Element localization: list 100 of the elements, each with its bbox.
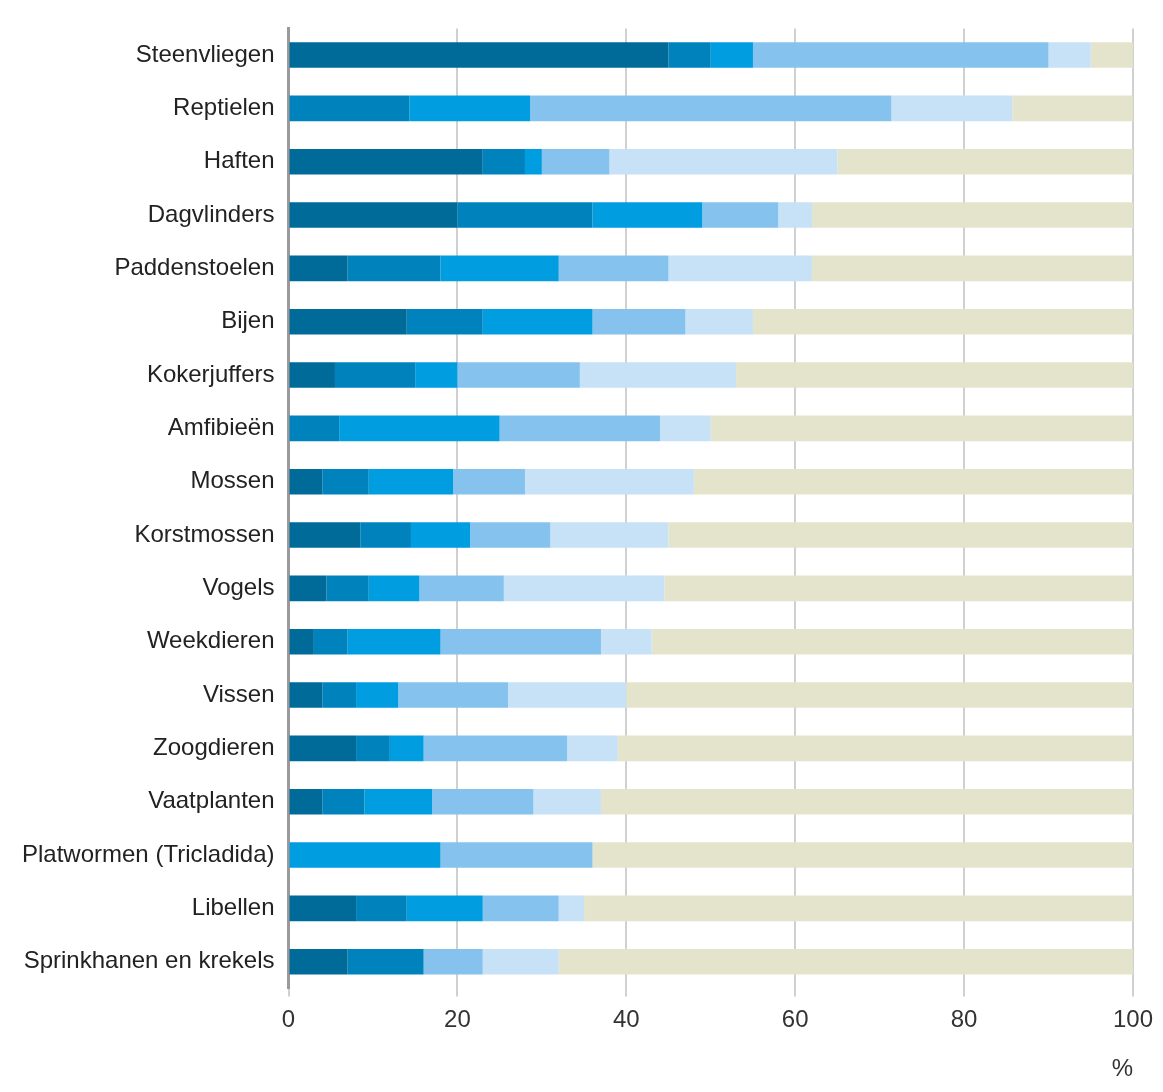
bar	[360, 522, 411, 548]
bar	[592, 202, 703, 228]
y-tick-label: Zoogdieren	[153, 733, 275, 761]
bar	[289, 735, 357, 762]
bar	[289, 148, 483, 175]
x-tick-label: 80	[950, 1005, 978, 1033]
bar	[1012, 95, 1133, 122]
bar	[409, 95, 531, 122]
bar	[668, 522, 1133, 548]
bar	[482, 948, 559, 975]
bar	[685, 308, 753, 335]
y-tick-label: Amfibieën	[167, 413, 275, 441]
bar	[347, 948, 424, 975]
bar	[368, 575, 420, 602]
bar	[550, 522, 669, 548]
bar	[533, 788, 601, 815]
bar	[1048, 42, 1091, 68]
bar	[584, 895, 1133, 922]
bar	[432, 788, 534, 815]
bar	[423, 735, 568, 762]
bar	[289, 362, 335, 388]
bar	[752, 308, 1133, 335]
bar	[600, 628, 652, 655]
bar	[736, 362, 1133, 388]
bar	[812, 255, 1133, 282]
bar	[423, 948, 483, 975]
bar	[482, 308, 593, 335]
bar	[457, 362, 580, 388]
bar	[415, 362, 458, 388]
bar	[289, 628, 314, 655]
bar	[389, 735, 424, 762]
bar	[406, 895, 483, 922]
bar	[289, 948, 348, 975]
bar	[406, 308, 483, 335]
y-tick-label: Platwormen (Tricladida)	[22, 839, 275, 867]
bar	[326, 575, 369, 602]
bar	[668, 255, 813, 282]
y-tick-label: Sprinkhanen en krekels	[23, 946, 275, 974]
y-tick-label: Reptielen	[173, 93, 275, 121]
bar	[440, 255, 559, 282]
bar	[508, 682, 627, 708]
x-axis-title: %	[1111, 1054, 1133, 1082]
bar	[289, 308, 407, 335]
bar	[453, 468, 525, 495]
bar	[410, 522, 471, 548]
bar	[457, 202, 593, 228]
bar	[289, 95, 410, 122]
bar	[322, 682, 357, 708]
bar	[530, 95, 892, 122]
bar	[322, 468, 369, 495]
bar	[592, 842, 1133, 868]
y-tick-label: Haften	[203, 146, 275, 174]
x-tick-label: 60	[781, 1005, 809, 1033]
bar	[289, 415, 340, 442]
y-tick-label: Korstmossen	[134, 519, 275, 547]
bar	[289, 682, 323, 708]
bar	[347, 255, 441, 282]
bar	[710, 415, 1133, 442]
x-tick-label: 0	[281, 1005, 296, 1033]
bar	[482, 148, 525, 175]
bar	[334, 362, 416, 388]
bar	[617, 735, 1133, 762]
x-tick-label: 20	[444, 1005, 471, 1033]
bar	[579, 362, 737, 388]
x-tick-label: 40	[612, 1005, 640, 1033]
bar	[322, 788, 365, 815]
bar	[558, 255, 669, 282]
y-tick-label: Kokerjuffers	[146, 359, 275, 387]
bar	[891, 95, 1013, 122]
bar	[710, 42, 753, 68]
bar	[812, 202, 1133, 228]
bar	[364, 788, 433, 815]
y-tick-label: Vaatplanten	[148, 786, 275, 814]
bar	[356, 682, 399, 708]
bar	[524, 468, 694, 495]
bar	[289, 202, 458, 228]
bar	[419, 575, 504, 602]
bar	[289, 895, 357, 922]
bar	[524, 148, 542, 175]
bar	[702, 202, 779, 228]
x-tick-label: 100	[1112, 1005, 1153, 1033]
bar	[592, 308, 686, 335]
bar	[626, 682, 1133, 708]
bar	[558, 895, 585, 922]
bar	[440, 842, 593, 868]
bar	[499, 415, 661, 442]
y-tick-label: Paddenstoelen	[114, 253, 275, 281]
bar	[567, 735, 618, 762]
bar	[440, 628, 601, 655]
y-tick-label: Libellen	[191, 893, 275, 921]
bar	[651, 628, 1133, 655]
bar	[541, 148, 610, 175]
bar	[313, 628, 348, 655]
bar	[289, 522, 361, 548]
bar	[668, 42, 711, 68]
bar	[347, 628, 441, 655]
y-tick-label: Steenvliegen	[135, 39, 275, 67]
bar	[289, 255, 348, 282]
bar	[600, 788, 1133, 815]
y-tick-label: Vogels	[202, 573, 275, 601]
